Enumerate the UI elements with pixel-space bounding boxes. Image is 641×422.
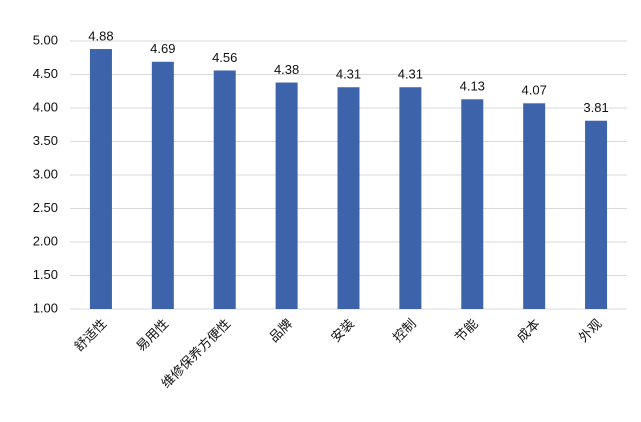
data-label: 4.38 bbox=[274, 62, 299, 77]
x-tick-label: 成本 bbox=[514, 316, 543, 345]
bar bbox=[89, 49, 112, 309]
data-label: 4.31 bbox=[336, 67, 361, 82]
y-tick-label: 3.00 bbox=[33, 166, 58, 181]
y-tick-label: 5.00 bbox=[33, 32, 58, 47]
x-tick-label: 节能 bbox=[452, 316, 481, 345]
bar bbox=[337, 87, 360, 309]
data-label: 4.13 bbox=[460, 79, 485, 94]
bar bbox=[151, 61, 174, 309]
data-label: 4.88 bbox=[88, 28, 113, 43]
data-label: 4.07 bbox=[522, 83, 547, 98]
bar bbox=[213, 70, 236, 309]
y-tick-label: 4.00 bbox=[33, 99, 58, 114]
x-tick-label: 控制 bbox=[390, 316, 419, 345]
y-tick-label: 4.50 bbox=[33, 66, 58, 81]
data-label: 4.31 bbox=[398, 67, 423, 82]
bar bbox=[399, 87, 422, 309]
bar bbox=[585, 120, 608, 309]
x-tick-label: 安装 bbox=[328, 316, 357, 345]
bar bbox=[461, 99, 484, 309]
x-tick-label: 易用性 bbox=[133, 316, 171, 354]
y-tick-label: 1.00 bbox=[33, 300, 58, 315]
y-tick-label: 3.50 bbox=[33, 133, 58, 148]
y-tick-label: 2.50 bbox=[33, 200, 58, 215]
bar bbox=[275, 82, 298, 309]
bar bbox=[523, 103, 546, 309]
data-label: 4.69 bbox=[150, 41, 175, 56]
data-label: 4.56 bbox=[212, 50, 237, 65]
data-label: 3.81 bbox=[583, 100, 608, 115]
y-tick-label: 1.50 bbox=[33, 267, 58, 282]
y-tick-label: 2.00 bbox=[33, 233, 58, 248]
x-tick-label: 品牌 bbox=[266, 316, 295, 345]
x-tick-label: 外观 bbox=[576, 316, 605, 345]
x-tick-label: 舒适性 bbox=[71, 316, 109, 354]
